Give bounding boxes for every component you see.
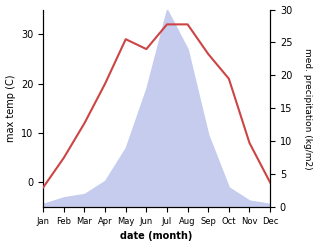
- X-axis label: date (month): date (month): [121, 231, 193, 242]
- Y-axis label: max temp (C): max temp (C): [5, 75, 16, 142]
- Y-axis label: med. precipitation (kg/m2): med. precipitation (kg/m2): [303, 48, 313, 169]
